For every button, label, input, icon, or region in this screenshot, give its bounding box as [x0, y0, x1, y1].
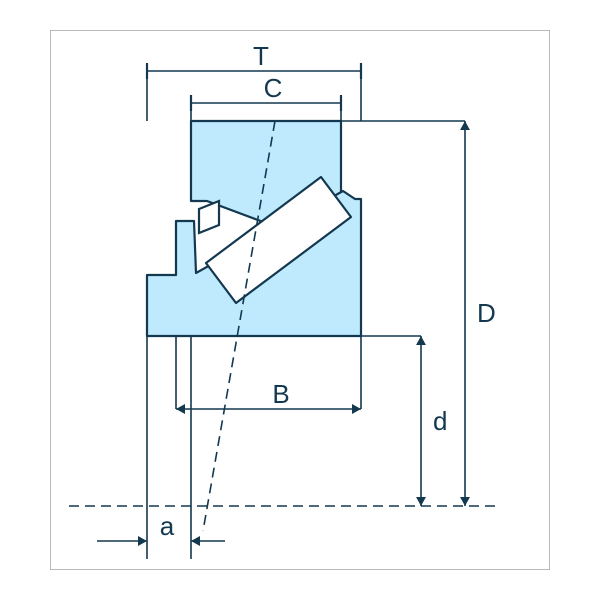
- dim-label-T: T: [253, 41, 269, 71]
- dim-label-d: d: [433, 406, 447, 436]
- arrowhead: [176, 404, 185, 414]
- dim-label-B: B: [272, 379, 289, 409]
- dim-label-D: D: [477, 298, 496, 328]
- arrowhead: [460, 497, 470, 506]
- arrowhead: [138, 536, 147, 546]
- arrowhead: [460, 121, 470, 130]
- arrowhead: [416, 497, 426, 506]
- arrowhead: [191, 536, 200, 546]
- bearing-diagram-svg: TC Ba Dd: [51, 31, 549, 569]
- page: TC Ba Dd: [0, 0, 600, 600]
- dim-label-a: a: [160, 511, 175, 541]
- arrowhead: [352, 404, 361, 414]
- diagram-frame: TC Ba Dd: [50, 30, 550, 570]
- dim-label-C: C: [264, 73, 283, 103]
- cage-nib: [199, 201, 219, 233]
- arrowhead: [416, 336, 426, 345]
